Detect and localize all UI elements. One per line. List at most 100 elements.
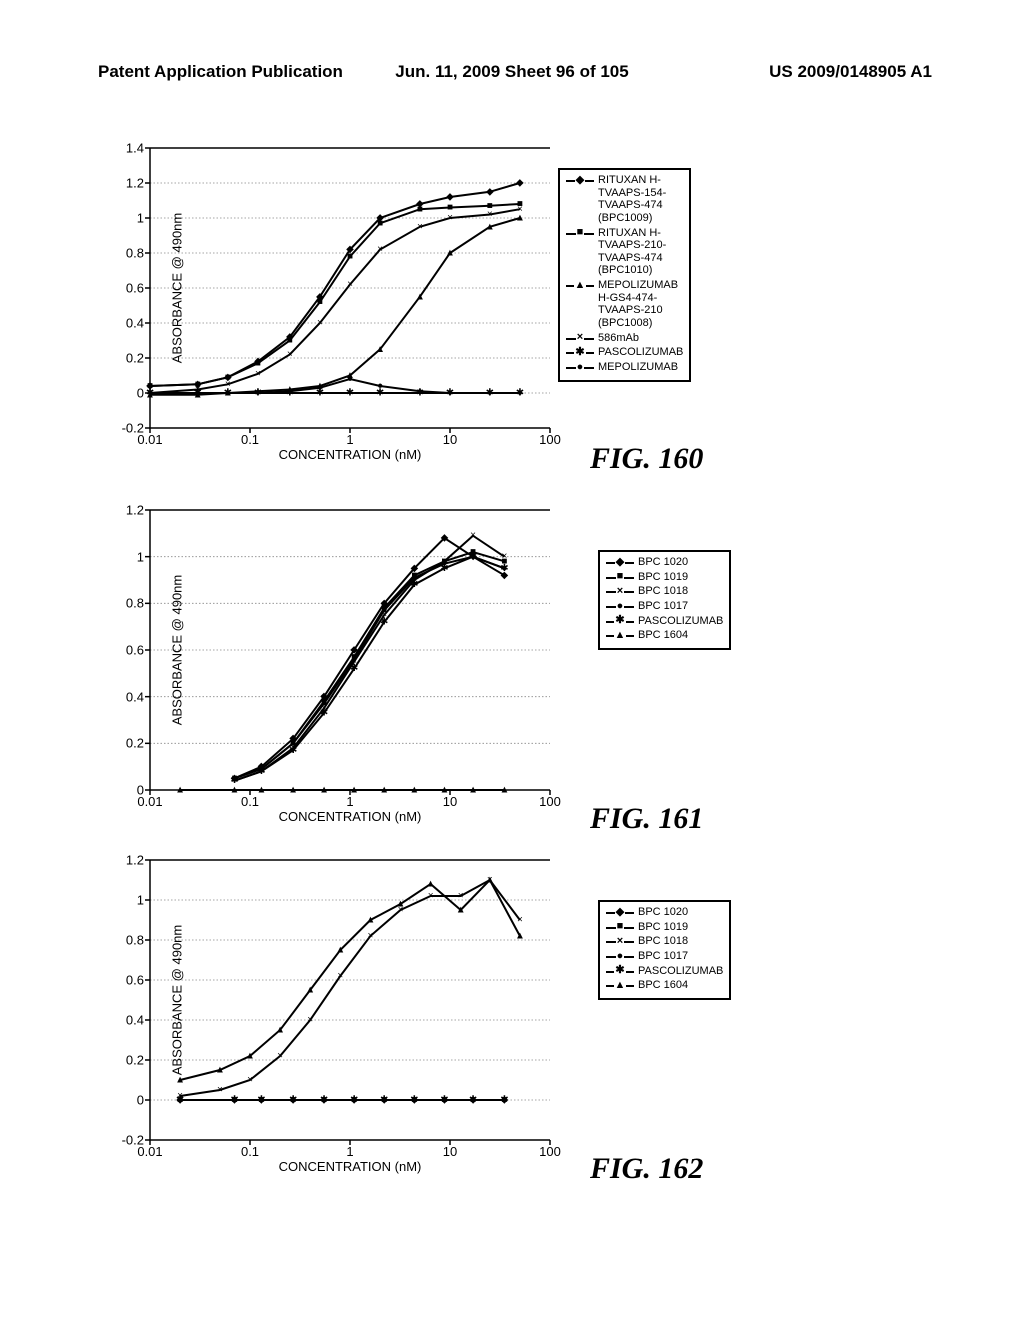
fig162-wrapper: ◆◆◆◆◆◆◆◆◆◆◆■■■■■■■■■■■××××××××××××●●●●●●… bbox=[150, 860, 550, 1140]
fig161-y-tick: 0.2 bbox=[126, 736, 144, 751]
fig160-legend-item: ●MEPOLIZUMAB bbox=[566, 361, 683, 374]
fig160-marker-x-icon: × bbox=[347, 279, 353, 290]
fig160-marker-x-icon: × bbox=[317, 318, 323, 329]
fig161-marker-star-icon: ✱ bbox=[500, 563, 508, 574]
legend-marker-diamond-icon: ◆ bbox=[566, 174, 594, 186]
fig160-y-tick: 1.2 bbox=[126, 176, 144, 191]
fig161-marker-star-icon: ✱ bbox=[469, 551, 477, 562]
fig162-marker-star-icon: ✱ bbox=[500, 1095, 508, 1106]
fig162-svg: ◆◆◆◆◆◆◆◆◆◆◆■■■■■■■■■■■××××××××××××●●●●●●… bbox=[150, 860, 550, 1140]
fig162-marker-triangle-icon: ▲ bbox=[426, 879, 436, 890]
fig161-marker-triangle-icon: ▲ bbox=[175, 785, 185, 796]
fig162-legend-item: ■BPC 1019 bbox=[606, 921, 723, 934]
fig161-chart: ◆◆◆◆◆◆◆◆◆◆■■■■■■■■■■××××××××××●●●●●●●●●●… bbox=[150, 510, 550, 790]
legend-marker-x-icon: × bbox=[566, 332, 594, 344]
fig160-y-tick: 1 bbox=[137, 211, 144, 226]
fig162-marker-triangle-icon: ▲ bbox=[215, 1065, 225, 1076]
fig160-svg: ◆◆◆◆◆◆◆◆◆◆◆◆■■■■■■■■■■■■▲▲▲▲▲▲▲▲▲▲▲▲××××… bbox=[150, 148, 550, 428]
fig160-marker-circle-icon: ● bbox=[225, 388, 231, 399]
fig162-marker-star-icon: ✱ bbox=[410, 1095, 418, 1106]
fig160-marker-triangle-icon: ▲ bbox=[415, 291, 425, 302]
legend-marker-star-icon: ✱ bbox=[566, 346, 594, 358]
legend-marker-diamond-icon: ◆ bbox=[606, 556, 634, 568]
legend-label: 586mAb bbox=[598, 332, 639, 345]
fig160-marker-circle-icon: ● bbox=[517, 388, 523, 399]
legend-label: BPC 1018 bbox=[638, 585, 688, 598]
fig160-y-tick: 0.4 bbox=[126, 316, 144, 331]
fig161-marker-star-icon: ✱ bbox=[440, 563, 448, 574]
fig162-marker-star-icon: ✱ bbox=[257, 1095, 265, 1106]
fig160-marker-x-icon: × bbox=[255, 368, 261, 379]
fig162-marker-x-icon: × bbox=[247, 1075, 253, 1086]
fig160-x-tick: 100 bbox=[539, 432, 561, 447]
fig162-marker-x-icon: × bbox=[517, 915, 523, 926]
fig161-legend-item: ●BPC 1017 bbox=[606, 600, 723, 613]
fig162-marker-x-icon: × bbox=[367, 931, 373, 942]
fig160-marker-square-icon: ■ bbox=[417, 204, 423, 215]
fig160-marker-circle-icon: ● bbox=[347, 374, 353, 385]
fig160-legend-item: ◆ RITUXAN H-TVAAPS-154-TVAAPS-474 (BPC100… bbox=[566, 174, 683, 225]
fig162-x-tick: 10 bbox=[443, 1144, 457, 1159]
fig162-marker-triangle-icon: ▲ bbox=[275, 1025, 285, 1036]
fig161-y-tick: 1.2 bbox=[126, 503, 144, 518]
legend-marker-circle-icon: ● bbox=[606, 600, 634, 612]
fig162-y-tick: 0.2 bbox=[126, 1053, 144, 1068]
fig160-x-tick: 1 bbox=[346, 432, 353, 447]
legend-label: RITUXAN H-TVAAPS-210-TVAAPS-474 (BPC1010… bbox=[598, 227, 683, 278]
fig162-y-tick: 0 bbox=[137, 1093, 144, 1108]
fig160-y-tick: 0 bbox=[137, 386, 144, 401]
fig162-marker-x-icon: × bbox=[277, 1051, 283, 1062]
fig160-marker-square-icon: ■ bbox=[287, 335, 293, 346]
legend-marker-circle-icon: ● bbox=[566, 361, 594, 373]
fig162-x-tick: 0.1 bbox=[241, 1144, 259, 1159]
fig161-legend-item: ×BPC 1018 bbox=[606, 585, 723, 598]
fig162-x-tick: 1 bbox=[346, 1144, 353, 1159]
fig161-marker-star-icon: ✱ bbox=[289, 745, 297, 756]
fig160-marker-circle-icon: ● bbox=[317, 382, 323, 393]
fig162-marker-star-icon: ✱ bbox=[469, 1095, 477, 1106]
legend-marker-square-icon: ■ bbox=[606, 921, 634, 933]
fig162-legend-item: ×BPC 1018 bbox=[606, 935, 723, 948]
fig162-x-tick: 100 bbox=[539, 1144, 561, 1159]
fig162-xlabel: CONCENTRATION (nM) bbox=[279, 1159, 422, 1174]
legend-label: BPC 1604 bbox=[638, 979, 688, 992]
fig161-marker-star-icon: ✱ bbox=[320, 708, 328, 719]
legend-label: PASCOLIZUMAB bbox=[638, 965, 723, 978]
fig160-y-tick: 0.2 bbox=[126, 351, 144, 366]
legend-marker-diamond-icon: ◆ bbox=[606, 906, 634, 918]
fig162-chart: ◆◆◆◆◆◆◆◆◆◆◆■■■■■■■■■■■××××××××××××●●●●●●… bbox=[150, 860, 550, 1140]
fig160-marker-circle-icon: ● bbox=[377, 381, 383, 392]
legend-marker-square-icon: ■ bbox=[566, 227, 594, 239]
fig161-series-line bbox=[235, 536, 505, 781]
fig160-chart: ◆◆◆◆◆◆◆◆◆◆◆◆■■■■■■■■■■■■▲▲▲▲▲▲▲▲▲▲▲▲××××… bbox=[150, 148, 550, 428]
legend-label: RITUXAN H-TVAAPS-154-TVAAPS-474 (BPC1009… bbox=[598, 174, 683, 225]
fig161-series-line bbox=[235, 557, 505, 781]
fig162-marker-triangle-icon: ▲ bbox=[365, 915, 375, 926]
page-header: Patent Application Publication Jun. 11, … bbox=[0, 62, 1024, 82]
fig162-series-line bbox=[180, 880, 520, 1096]
fig162-y-tick: 1 bbox=[137, 893, 144, 908]
fig162-marker-x-icon: × bbox=[337, 971, 343, 982]
fig161-xlabel: CONCENTRATION (nM) bbox=[279, 809, 422, 824]
fig161-marker-triangle-icon: ▲ bbox=[499, 785, 509, 796]
fig162-marker-triangle-icon: ▲ bbox=[175, 1075, 185, 1086]
fig160-ylabel: ABSORBANCE @ 490nm bbox=[170, 213, 185, 363]
fig162-marker-triangle-icon: ▲ bbox=[305, 985, 315, 996]
fig161-marker-star-icon: ✱ bbox=[350, 663, 358, 674]
legend-marker-circle-icon: ● bbox=[606, 950, 634, 962]
fig162-legend: ◆BPC 1020■BPC 1019×BPC 1018●BPC 1017✱PAS… bbox=[598, 900, 731, 1000]
header-left: Patent Application Publication bbox=[98, 62, 343, 82]
legend-label: BPC 1020 bbox=[638, 906, 688, 919]
fig161-y-tick: 0.4 bbox=[126, 689, 144, 704]
fig162-y-tick: 0.6 bbox=[126, 973, 144, 988]
fig162-marker-x-icon: × bbox=[428, 891, 434, 902]
fig160-marker-square-icon: ■ bbox=[447, 202, 453, 213]
fig162-legend-item: ▲ BPC 1604 bbox=[606, 979, 723, 992]
fig162-title: FIG. 162 bbox=[590, 1152, 703, 1186]
fig160-marker-triangle-icon: ▲ bbox=[485, 221, 495, 232]
legend-marker-triangle-icon: ▲ bbox=[606, 979, 634, 991]
fig162-marker-x-icon: × bbox=[217, 1085, 223, 1096]
fig160-marker-x-icon: × bbox=[377, 244, 383, 255]
fig162-ylabel: ABSORBANCE @ 490nm bbox=[170, 925, 185, 1075]
fig161-marker-triangle-icon: ▲ bbox=[288, 785, 298, 796]
